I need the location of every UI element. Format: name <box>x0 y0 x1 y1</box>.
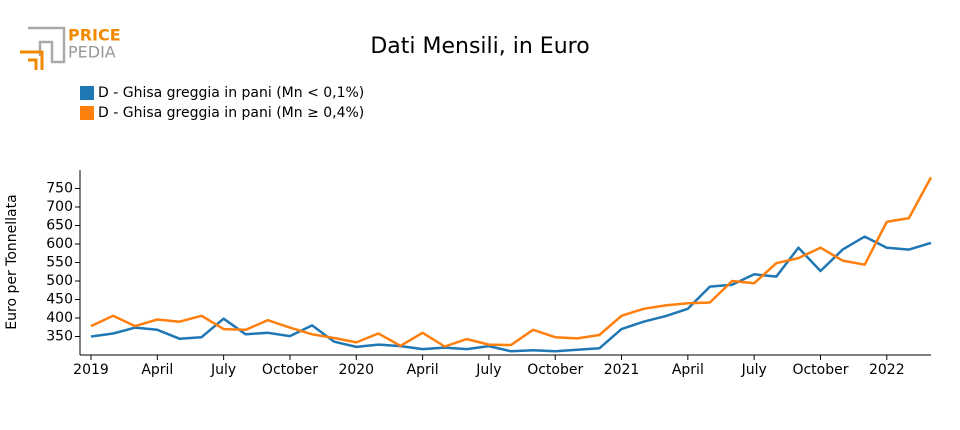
x-tick-label: April <box>407 362 439 378</box>
x-tick-label: July <box>475 362 501 378</box>
legend-swatch <box>80 106 94 120</box>
logo-mark <box>28 26 66 64</box>
y-tick-label: 650 <box>46 218 73 234</box>
y-tick-label: 500 <box>46 273 73 289</box>
x-tick-label: July <box>741 362 767 378</box>
chart-title: Dati Mensili, in Euro <box>370 34 589 59</box>
y-axis-label: Euro per Tonnellata <box>4 194 20 329</box>
y-tick-label: 550 <box>46 255 73 271</box>
x-tick-label: October <box>262 362 318 378</box>
x-tick-label: July <box>210 362 236 378</box>
logo: PRICE PEDIA <box>20 26 121 70</box>
y-tick-label: 400 <box>46 310 73 326</box>
x-tick-label: 2021 <box>604 362 640 378</box>
logo-text: PRICE <box>68 26 121 45</box>
x-tick-label: 2022 <box>869 362 905 378</box>
x-tick-label: April <box>672 362 704 378</box>
y-tick-label: 450 <box>46 292 73 308</box>
x-tick-label: October <box>792 362 848 378</box>
logo-mark <box>20 50 44 70</box>
legend-label: D - Ghisa greggia in pani (Mn ≥ 0,4%) <box>98 105 364 121</box>
y-tick-label: 700 <box>46 199 73 215</box>
y-tick-label: 750 <box>46 181 73 197</box>
logo-text: PEDIA <box>68 43 116 62</box>
y-tick-label: 600 <box>46 236 73 252</box>
line-series <box>90 235 932 353</box>
legend-label: D - Ghisa greggia in pani (Mn < 0,1%) <box>98 85 364 101</box>
x-tick-label: 2020 <box>338 362 374 378</box>
line-series <box>90 176 933 348</box>
legend-swatch <box>80 86 94 100</box>
x-tick-label: October <box>527 362 583 378</box>
x-tick-label: April <box>141 362 173 378</box>
x-tick-label: 2019 <box>73 362 109 378</box>
y-tick-label: 350 <box>46 329 73 345</box>
